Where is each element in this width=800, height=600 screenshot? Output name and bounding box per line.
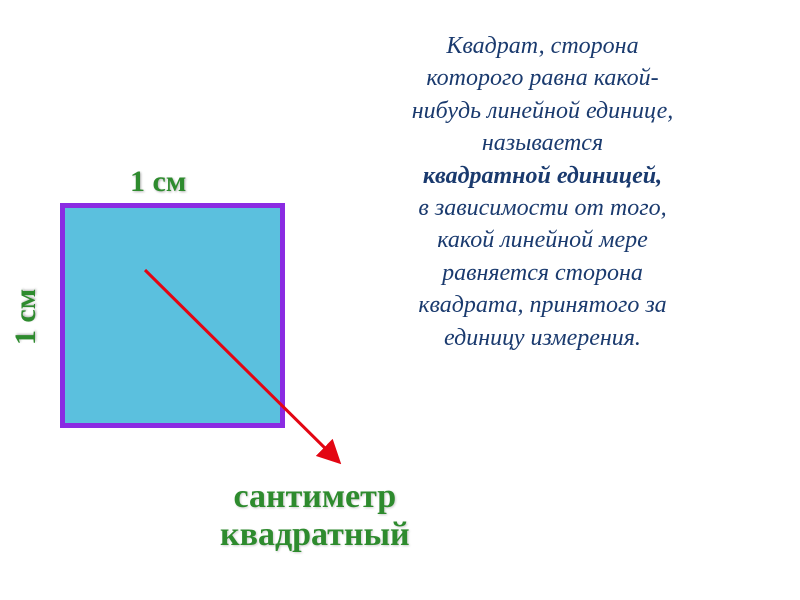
definition-line: равняется сторона [345, 257, 740, 289]
definition-line: какой линейной мере [345, 224, 740, 256]
definition-line: нибудь линейной единице, [345, 95, 740, 127]
definition-line: называется [345, 127, 740, 159]
square-cm-label-line2: квадратный [220, 516, 410, 554]
definition-bold-line: квадратной единицей, [345, 160, 740, 192]
square-cm-label: сантиметр квадратный [220, 478, 410, 554]
definition-line: в зависимости от того, [345, 192, 740, 224]
label-top-cm: 1 см [130, 165, 186, 199]
definition-line: единицу измерения. [345, 322, 740, 354]
label-left-cm: 1 см [9, 289, 43, 345]
definition-text: Квадрат, сторонакоторого равна какой-ниб… [345, 30, 740, 354]
diagram-container: 1 см 1 см сантиметр квадратный Квадрат, … [0, 0, 800, 600]
unit-square [60, 203, 285, 428]
square-cm-label-line1: сантиметр [220, 478, 410, 516]
definition-line: Квадрат, сторона [345, 30, 740, 62]
definition-line: которого равна какой- [345, 62, 740, 94]
definition-line: квадрата, принятого за [345, 289, 740, 321]
